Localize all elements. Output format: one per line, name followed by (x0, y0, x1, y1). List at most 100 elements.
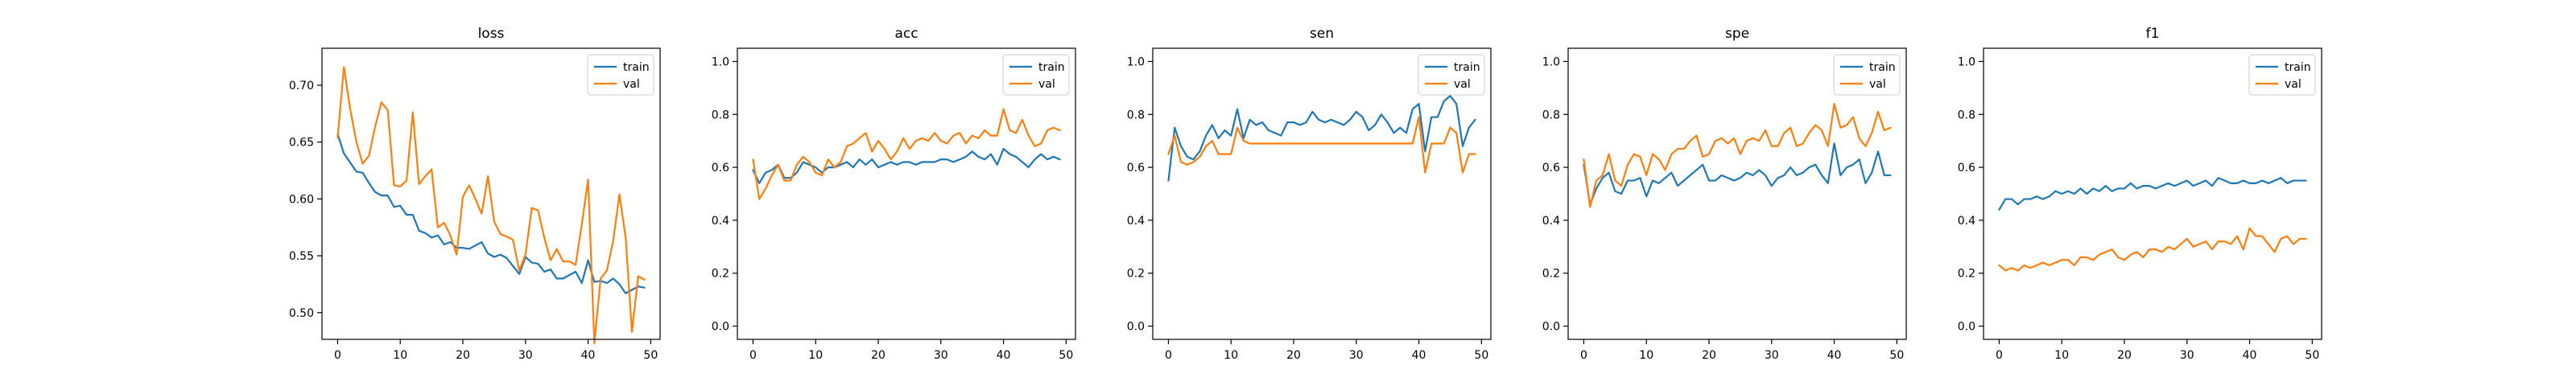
y-tick-label: 1.0 (712, 55, 729, 68)
y-tick-label: 0.65 (289, 137, 314, 150)
series-line-val (1167, 116, 1476, 174)
x-tick-label: 40 (1412, 349, 1426, 362)
series-line-train (1583, 142, 1892, 206)
chart-title: loss (478, 26, 505, 42)
series-line-val (336, 66, 646, 345)
y-tick-label: 0.50 (289, 307, 314, 320)
chart-panel-f1: f1 0 10 20 30 40 50 0.0 0.2 0.4 0.6 0.8 1.0 train val (1958, 26, 2322, 362)
axes-frame (321, 47, 661, 340)
y-tick-label: 0.0 (1542, 321, 1560, 334)
x-tick-label: 10 (1639, 349, 1653, 362)
y-tick-label: 0.6 (1542, 162, 1560, 175)
x-tick-label: 30 (2180, 349, 2194, 362)
y-tick-label: 0.6 (1127, 162, 1145, 175)
legend-box (1418, 54, 1485, 96)
series-line-val (1583, 103, 1892, 208)
y-tick-label: 0.6 (1958, 162, 1975, 175)
y-tick-label: 0.4 (1958, 215, 1975, 228)
x-tick-label: 40 (581, 349, 596, 362)
y-tick-label: 0.60 (289, 193, 314, 206)
legend: train val (1418, 54, 1485, 96)
legend: train val (2248, 54, 2316, 96)
legend-label-val: val (623, 78, 640, 91)
x-tick-label: 20 (456, 349, 470, 362)
legend-label-val: val (2285, 78, 2301, 91)
legend-label-train: train (1038, 61, 1065, 74)
y-tick-label: 0.2 (1958, 268, 1975, 281)
x-tick-label: 20 (2117, 349, 2132, 362)
y-tick-label: 0.4 (712, 215, 729, 228)
series-line-val (1998, 227, 2307, 272)
series-line-train (336, 133, 646, 294)
y-tick-label: 0.6 (712, 162, 729, 175)
x-tick-label: 10 (2054, 349, 2069, 362)
x-tick-label: 0 (334, 349, 341, 362)
x-tick-label: 0 (749, 349, 757, 362)
y-tick-label: 1.0 (1127, 55, 1145, 68)
legend: train val (587, 54, 654, 96)
y-tick-label: 0.4 (1127, 215, 1145, 228)
x-tick-label: 50 (1889, 349, 1904, 362)
chart-title: sen (1310, 26, 1334, 42)
legend: train val (1002, 54, 1070, 96)
y-tick-label: 0.8 (712, 109, 729, 121)
legend-box (2248, 54, 2316, 96)
y-tick-label: 0.2 (1127, 268, 1145, 281)
legend-box (1002, 54, 1070, 96)
y-tick-label: 0.70 (289, 80, 314, 92)
series-line-train (752, 147, 1061, 184)
y-tick-label: 0.0 (712, 321, 729, 334)
x-tick-label: 0 (1996, 349, 2003, 362)
legend-label-train: train (1869, 61, 1896, 74)
x-tick-label: 30 (1349, 349, 1364, 362)
x-tick-label: 20 (871, 349, 886, 362)
x-tick-label: 10 (808, 349, 823, 362)
y-tick-label: 0.0 (1127, 321, 1145, 334)
legend-label-val: val (1038, 78, 1055, 91)
axes-frame (1152, 47, 1492, 340)
x-tick-label: 30 (518, 349, 533, 362)
y-tick-label: 0.2 (712, 268, 729, 281)
legend-box (587, 54, 654, 96)
x-tick-label: 30 (934, 349, 948, 362)
y-tick-label: 0.8 (1958, 109, 1975, 121)
y-tick-label: 0.2 (1542, 268, 1560, 281)
legend-label-val: val (1869, 78, 1886, 91)
y-tick-label: 1.0 (1542, 55, 1560, 68)
y-tick-label: 0.8 (1542, 109, 1560, 121)
series-line-val (752, 108, 1061, 200)
chart-title: acc (894, 26, 918, 42)
x-tick-label: 40 (997, 349, 1011, 362)
legend-label-train: train (623, 61, 650, 74)
x-tick-label: 20 (1286, 349, 1301, 362)
axes-frame (1983, 47, 2322, 340)
x-tick-label: 40 (1827, 349, 1842, 362)
x-tick-label: 50 (1059, 349, 1073, 362)
y-tick-label: 0.55 (289, 250, 314, 263)
y-tick-label: 0.8 (1127, 109, 1145, 121)
axes-frame (737, 47, 1076, 340)
x-tick-label: 10 (1224, 349, 1238, 362)
chart-panel-spe: spe 0 10 20 30 40 50 0.0 0.2 0.4 0.6 0.8 1.0 train val (1542, 26, 1907, 362)
series-line-train (1998, 177, 2307, 211)
x-tick-label: 0 (1580, 349, 1587, 362)
x-tick-label: 10 (393, 349, 407, 362)
chart-title: f1 (2146, 26, 2160, 42)
series-line-train (1167, 95, 1476, 182)
chart-panel-acc: acc 0 10 20 30 40 50 0.0 0.2 0.4 0.6 0.8 1.0 train val (712, 26, 1076, 362)
legend-label-train: train (2285, 61, 2311, 74)
legend-label-val: val (1454, 78, 1471, 91)
y-tick-label: 1.0 (1958, 55, 1975, 68)
x-tick-label: 50 (2305, 349, 2319, 362)
chart-title: spe (1725, 26, 1749, 42)
y-tick-label: 0.0 (1958, 321, 1975, 334)
legend-box (1833, 54, 1901, 96)
chart-panel-sen: sen 0 10 20 30 40 50 0.0 0.2 0.4 0.6 0.8 1.0 train val (1127, 26, 1492, 362)
x-tick-label: 20 (1702, 349, 1716, 362)
x-tick-label: 40 (2243, 349, 2257, 362)
x-tick-label: 50 (643, 349, 658, 362)
x-tick-label: 30 (1765, 349, 1779, 362)
legend-label-train: train (1454, 61, 1480, 74)
y-tick-label: 0.4 (1542, 215, 1560, 228)
